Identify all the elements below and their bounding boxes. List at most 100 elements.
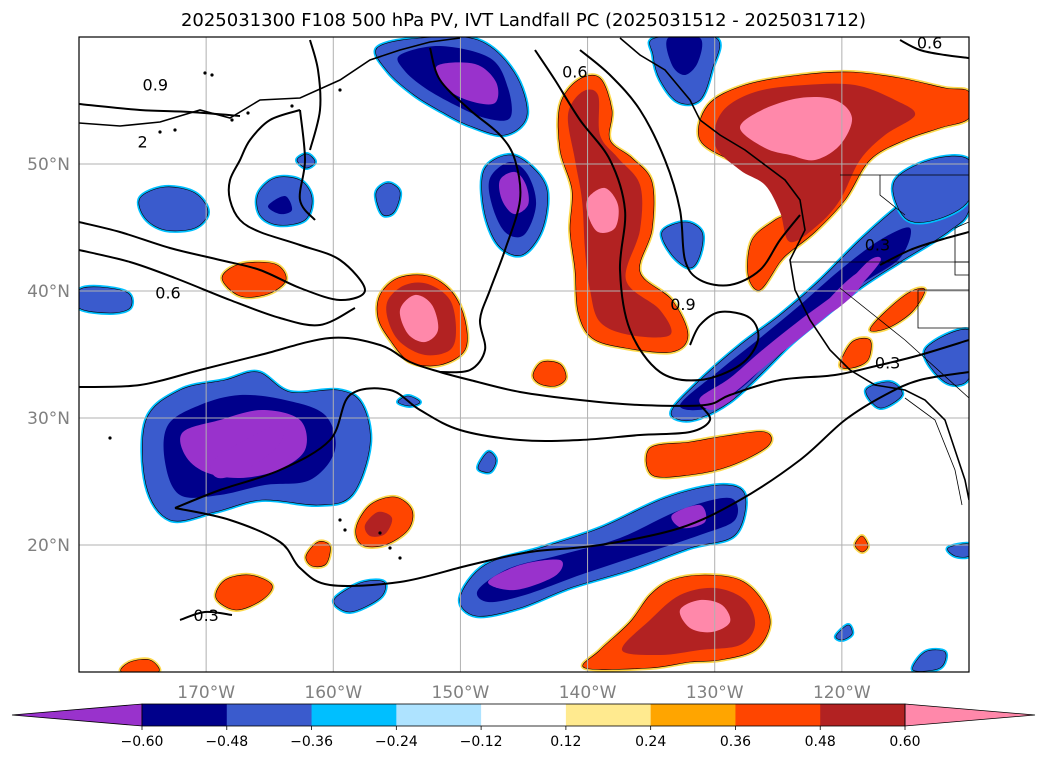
ivt-contour bbox=[174, 387, 712, 509]
colorbar-tick-label: 0.12 bbox=[550, 734, 581, 750]
neg-feature-alaska-panhandle-level-2 bbox=[666, 37, 703, 76]
neg-feature-small-8 bbox=[331, 578, 388, 614]
pos-feature-small-7 bbox=[838, 336, 874, 371]
island bbox=[108, 436, 112, 440]
neg-feature-small-3 bbox=[373, 181, 403, 218]
neg-feature-gulf-alaska-level-3 bbox=[435, 62, 499, 105]
colorbar-tick-label: 0.48 bbox=[805, 734, 836, 750]
colorbar-bin bbox=[650, 704, 736, 726]
neg-feature-small-11 bbox=[910, 647, 949, 672]
pos-feature-nw-canada bbox=[696, 69, 969, 293]
island bbox=[290, 104, 294, 108]
colorbar-bin bbox=[142, 704, 228, 726]
pos-feature-small-9-level-1 bbox=[854, 535, 869, 553]
neg-feature-small-9 bbox=[476, 449, 498, 475]
political-boundary bbox=[904, 397, 963, 506]
ivt-contour bbox=[79, 249, 356, 327]
colorbar-tick-label: −0.12 bbox=[460, 734, 503, 750]
island bbox=[338, 518, 342, 522]
pos-feature-southern bbox=[580, 573, 773, 672]
island bbox=[173, 128, 177, 132]
colorbar-tick-label: −0.48 bbox=[205, 734, 248, 750]
neg-feature-subtropical-band bbox=[457, 482, 748, 619]
ivt-contour bbox=[429, 47, 522, 374]
pos-feature-small-7-level-1 bbox=[839, 337, 872, 369]
lat-tick-label: 30°N bbox=[27, 409, 70, 429]
neg-feature-small-5 bbox=[79, 284, 135, 315]
colorbar-tick-label: −0.24 bbox=[375, 734, 418, 750]
neg-feature-west-coast-canada-level-3 bbox=[499, 171, 529, 215]
ivt-contour bbox=[309, 39, 322, 151]
neg-feature-subtropical-band-level-3 bbox=[487, 559, 563, 591]
neg-feature-small-4 bbox=[295, 152, 317, 170]
ivt-contour bbox=[179, 610, 233, 621]
contour-label: 0.9 bbox=[670, 295, 695, 314]
contour-label: 0.3 bbox=[193, 606, 218, 625]
colorbar-bin bbox=[820, 704, 906, 726]
lon-tick-label: 170°W bbox=[177, 683, 235, 703]
ivt-contour bbox=[879, 231, 969, 266]
island bbox=[338, 88, 342, 92]
pos-feature-center-stream-level-3 bbox=[586, 187, 619, 233]
island bbox=[210, 73, 214, 77]
lon-tick-label: 130°W bbox=[686, 683, 744, 703]
ivt-contour bbox=[534, 49, 760, 382]
neg-feature-central-pacific-level-4 bbox=[210, 423, 285, 479]
neg-feature-small-11-level-1 bbox=[912, 649, 947, 672]
contour-label: 0.6 bbox=[155, 284, 180, 303]
island bbox=[203, 71, 207, 75]
island bbox=[388, 546, 392, 550]
neg-feature-small-10 bbox=[833, 623, 855, 643]
colorbar-extend-high bbox=[904, 703, 1036, 727]
political-boundary bbox=[954, 221, 969, 229]
neg-feature-small-5-level-1 bbox=[79, 286, 133, 314]
contour-label-layer: 0.9 0.6 0.3 0.6 0.9 0.3 0.3 0.6 2 bbox=[137, 33, 942, 625]
pos-feature-small-4-level-1 bbox=[532, 360, 567, 387]
political-boundary bbox=[954, 228, 969, 276]
island bbox=[343, 528, 347, 532]
lat-tick-label: 50°N bbox=[27, 155, 70, 175]
neg-feature-rockies bbox=[890, 154, 969, 225]
pos-feature-mid-pacific bbox=[375, 272, 470, 369]
coastline bbox=[619, 37, 969, 501]
island bbox=[398, 556, 402, 560]
pos-feature-small-1 bbox=[220, 260, 289, 300]
colorbar-tick-label: 0.36 bbox=[720, 734, 751, 750]
contour-label: 0.6 bbox=[562, 63, 587, 82]
coastline bbox=[79, 37, 461, 127]
pos-feature-subtropical-streak-level-1 bbox=[645, 431, 772, 478]
lat-tick-label: 20°N bbox=[27, 536, 70, 556]
map-title: 2025031300 F108 500 hPa PV, IVT Landfall… bbox=[180, 10, 867, 31]
neg-feature-west-coast-canada bbox=[479, 152, 550, 258]
neg-feature-small-12 bbox=[945, 541, 969, 560]
neg-feature-small-2-level-2 bbox=[267, 195, 293, 215]
colorbar-bin bbox=[311, 704, 397, 726]
colorbar-extend-low bbox=[11, 703, 143, 727]
pos-feature-small-2 bbox=[353, 494, 415, 549]
colorbar-bin bbox=[565, 704, 652, 726]
ivt-contour bbox=[174, 371, 969, 587]
colorbar-tick-label: −0.60 bbox=[121, 734, 164, 750]
ivt-contour bbox=[298, 109, 316, 221]
pos-feature-small-3-level-1 bbox=[305, 541, 331, 568]
neg-feature-alaska-panhandle bbox=[647, 37, 722, 107]
neg-feature-small-2 bbox=[254, 174, 315, 228]
neg-feature-small-1 bbox=[136, 184, 210, 233]
colorbar-frame bbox=[141, 703, 906, 727]
contour-label: 0.6 bbox=[917, 33, 942, 52]
contour-label: 0.9 bbox=[143, 75, 168, 94]
pos-feature-small-4 bbox=[531, 359, 569, 389]
pos-feature-small-9 bbox=[853, 534, 870, 554]
colorbar-bin bbox=[735, 704, 821, 726]
colorbar-tick-label: 0.24 bbox=[635, 734, 666, 750]
neg-feature-small-8-level-1 bbox=[333, 580, 386, 613]
colorbar-tick-label: −0.36 bbox=[290, 734, 333, 750]
pos-feature-mid-pacific-level-3 bbox=[399, 294, 439, 343]
pos-feature-nw-canada-level-3 bbox=[739, 97, 853, 161]
contour-label: 2 bbox=[137, 132, 147, 151]
lon-tick-label: 150°W bbox=[432, 683, 490, 703]
pos-feature-small-5-level-1 bbox=[215, 574, 273, 611]
pos-feature-center-stream bbox=[556, 73, 690, 355]
graticule bbox=[79, 37, 969, 672]
pos-feature-subtropical-streak bbox=[644, 429, 774, 480]
